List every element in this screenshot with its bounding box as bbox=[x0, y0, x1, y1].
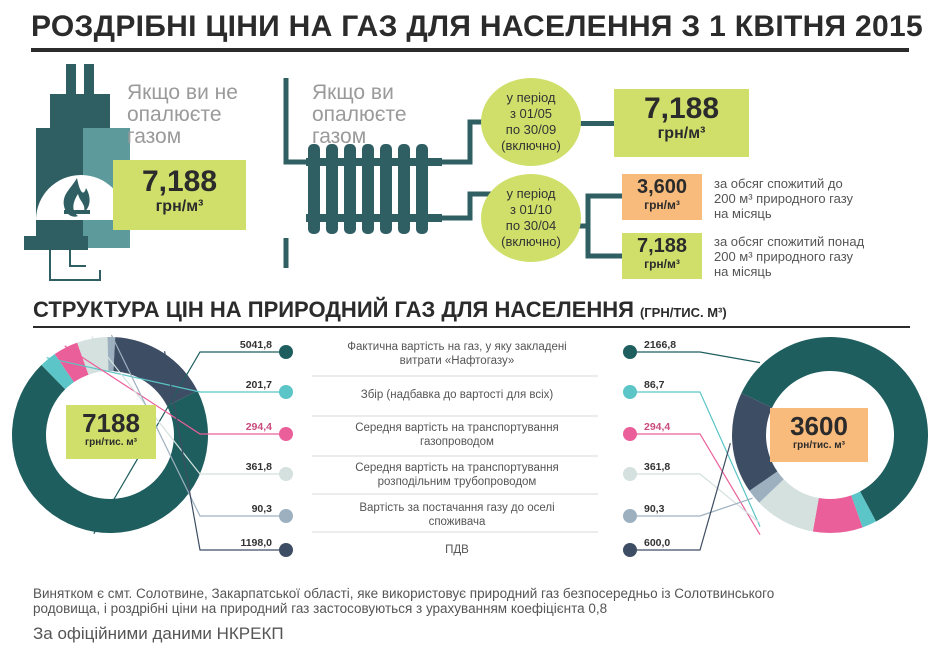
left-dot-0 bbox=[279, 345, 293, 359]
left-value-label-1: 201,7 bbox=[246, 379, 272, 391]
donut-0-slice-4 bbox=[107, 337, 116, 372]
donut-1-slice-4 bbox=[749, 471, 784, 503]
donut-0-slice-0 bbox=[12, 365, 208, 533]
right-dot-2 bbox=[623, 427, 637, 441]
footnote: Винятком є смт. Солотвине, Закарпатської… bbox=[33, 586, 775, 616]
left-value-label-5: 1198,0 bbox=[240, 537, 272, 549]
donut-0-slice-1 bbox=[41, 354, 74, 390]
winter-period: у період з 01/10 по 30/04 (включно) bbox=[481, 174, 581, 262]
left-leader-5 bbox=[163, 351, 286, 551]
left-leader-2 bbox=[64, 345, 286, 435]
right-dot-1 bbox=[623, 385, 637, 399]
right-leader-3 bbox=[630, 473, 761, 524]
category-label-2: Середня вартість на транспортування газоп… bbox=[355, 422, 559, 448]
summer-price: 7,188 грн/м³ bbox=[614, 89, 749, 157]
left-dot-3 bbox=[279, 467, 293, 481]
heating-label: Якщо ви опалюєте газом bbox=[312, 81, 407, 148]
category-label-0: Фактична вартість на газ, у яку закладен… bbox=[347, 341, 567, 367]
donut-0-slice-3 bbox=[77, 337, 109, 375]
winter-high-note: за обсяг спожитий понад 200 м³ природног… bbox=[714, 234, 865, 279]
donut-1-slice-3 bbox=[759, 479, 819, 532]
right-value-label-3: 361,8 bbox=[644, 461, 670, 473]
right-dot-5 bbox=[623, 543, 637, 557]
donut-1-slice-0 bbox=[741, 337, 929, 522]
left-dot-5 bbox=[279, 543, 293, 557]
right-leader-1 bbox=[630, 391, 761, 527]
no-heating-price: 7,188 грн/м³ bbox=[113, 160, 246, 230]
left-value-label-3: 361,8 bbox=[246, 461, 272, 473]
left-leader-1 bbox=[46, 357, 286, 393]
page-title: РОЗДРІБНІ ЦІНИ НА ГАЗ ДЛЯ НАСЕЛЕННЯ З 1 … bbox=[31, 10, 923, 43]
right-leader-4 bbox=[630, 497, 753, 517]
no-heating-label: Якщо ви не опалюєте газом bbox=[127, 81, 238, 148]
left-dot-4 bbox=[279, 509, 293, 523]
left-value-label-0: 5041,8 bbox=[240, 339, 272, 351]
left-leader-0 bbox=[93, 351, 286, 534]
category-label-5: ПДВ bbox=[445, 544, 469, 556]
price-structure-chart: 5041,8 201,7 294,4 361,8 90,3 1198,0 2166,8 86,… bbox=[12, 334, 929, 557]
title-divider bbox=[31, 48, 909, 52]
left-center-label: 7188 грн/тис. м³ bbox=[66, 405, 156, 459]
winter-low-note: за обсяг спожитий до 200 м³ природного г… bbox=[714, 176, 854, 221]
right-leader-5 bbox=[630, 443, 731, 551]
right-dot-3 bbox=[623, 467, 637, 481]
winter-low-price: 3,600 грн/м³ bbox=[622, 174, 702, 220]
winter-high-price: 7,188 грн/м³ bbox=[622, 233, 702, 279]
right-dot-4 bbox=[623, 509, 637, 523]
donut-1-slice-1 bbox=[851, 491, 877, 528]
structure-title: СТРУКТУРА ЦІН НА ПРИРОДНИЙ ГАЗ ДЛЯ НАСЕЛ… bbox=[33, 297, 727, 322]
right-value-label-1: 86,7 bbox=[644, 379, 665, 391]
right-value-label-2: 294,4 bbox=[644, 421, 670, 433]
right-value-label-5: 600,0 bbox=[644, 537, 670, 549]
radiator-icon bbox=[283, 78, 510, 268]
donut-0-slice-5 bbox=[113, 337, 198, 407]
right-dot-0 bbox=[623, 345, 637, 359]
structure-divider bbox=[33, 326, 910, 328]
source-note: За офіційними даними НКРЕКП bbox=[33, 624, 284, 643]
right-center-label: 3600 грн/тис. м³ bbox=[770, 408, 868, 462]
donut-1-slice-5 bbox=[732, 393, 778, 491]
category-label-4: Вартість за постачання газу до оселі спож… bbox=[359, 502, 555, 528]
left-value-label-4: 90,3 bbox=[252, 503, 273, 515]
summer-period: у період з 01/05 по 30/09 (включно) bbox=[481, 78, 581, 166]
donut-1-slice-2 bbox=[812, 495, 863, 533]
category-label-3: Середня вартість на транспортування розпо… bbox=[355, 462, 559, 488]
left-leader-3 bbox=[91, 336, 286, 475]
left-leader-4 bbox=[110, 334, 286, 517]
donut-0-slice-2 bbox=[54, 342, 89, 383]
left-dot-2 bbox=[279, 427, 293, 441]
right-leader-0 bbox=[630, 351, 761, 364]
left-dot-1 bbox=[279, 385, 293, 399]
right-value-label-4: 90,3 bbox=[644, 503, 665, 515]
left-value-label-2: 294,4 bbox=[246, 421, 272, 433]
right-value-label-0: 2166,8 bbox=[644, 339, 676, 351]
right-leader-2 bbox=[630, 433, 761, 535]
category-label-1: Збір (надбавка до вартості для всіх) bbox=[360, 389, 554, 401]
flame-icon bbox=[63, 178, 90, 217]
